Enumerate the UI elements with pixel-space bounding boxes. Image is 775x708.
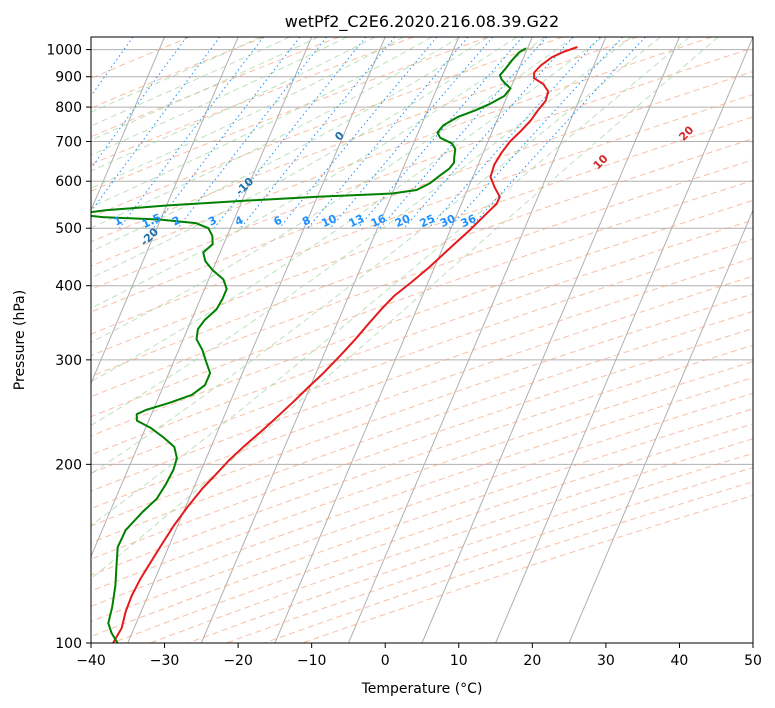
mixing-ratio-line bbox=[448, 37, 623, 229]
isotherm-gridline bbox=[91, 37, 166, 212]
mixing-ratio-line bbox=[357, 37, 523, 229]
moist-adiabat-line bbox=[91, 37, 489, 253]
dry-adiabat-line bbox=[91, 179, 753, 418]
mixing-ratio-line bbox=[118, 37, 264, 229]
dry-adiabats bbox=[91, 37, 753, 643]
mixing-ratio-label: 20 bbox=[393, 212, 413, 230]
isotherm-gridline bbox=[200, 37, 460, 643]
gridlines bbox=[91, 37, 753, 643]
dry-adiabat-line bbox=[91, 361, 753, 592]
dry-adiabat-line bbox=[91, 37, 265, 109]
dry-adiabat-line bbox=[91, 37, 712, 267]
isotherm-gridline bbox=[421, 37, 680, 643]
y-tick-label: 200 bbox=[55, 457, 82, 473]
plot-frame bbox=[90, 36, 754, 644]
mixing-ratio-line bbox=[379, 37, 547, 229]
dry-adiabat-line bbox=[91, 219, 753, 456]
y-tick-label: 300 bbox=[55, 353, 82, 369]
moist-adiabat-line bbox=[91, 37, 291, 127]
x-tick-label: −20 bbox=[223, 653, 253, 669]
dewpoint-line bbox=[91, 47, 527, 643]
x-tick-label: 0 bbox=[381, 653, 390, 669]
dry-adiabat-line bbox=[91, 275, 753, 510]
y-tick-label: 1000 bbox=[46, 43, 82, 59]
dry-adiabat-line bbox=[91, 310, 753, 544]
isotherm-gridline bbox=[495, 37, 753, 643]
plot-area: 0.10.20.40.611.52346810131620253036-100-… bbox=[91, 37, 753, 643]
mixing-ratio-line bbox=[240, 37, 396, 229]
dry-adiabat-line bbox=[91, 37, 563, 218]
isotherm-gridline bbox=[91, 37, 239, 385]
moist-adiabat-line bbox=[91, 37, 690, 527]
moist-adiabat-line bbox=[91, 37, 461, 229]
sounding-profiles bbox=[91, 46, 578, 643]
x-tick-label: 20 bbox=[523, 653, 541, 669]
dry-adiabat-line bbox=[91, 47, 753, 290]
x-tick-label: −30 bbox=[150, 653, 180, 669]
chart-title: wetPf2_C2E6.2020.216.08.39.G22 bbox=[285, 12, 559, 32]
dry-adiabat-line bbox=[91, 93, 753, 335]
x-tick-label: 10 bbox=[450, 653, 468, 669]
axis-ticks: −40 −30 −20 −10 0 10 20 30 40 50 100 200 300 400 500 60… bbox=[46, 43, 762, 669]
moist-adiabat-line bbox=[91, 37, 719, 580]
moist-adiabat-line bbox=[91, 37, 603, 383]
temperature-line bbox=[112, 46, 578, 643]
moist-adiabat-line bbox=[91, 37, 518, 279]
moist-adiabat-line bbox=[91, 37, 319, 141]
dry-adiabat-line bbox=[91, 37, 489, 192]
moist-adiabat-line bbox=[91, 37, 376, 172]
mixing-ratio-line bbox=[330, 37, 494, 229]
mixing-ratio-line bbox=[428, 37, 601, 229]
moist-adiabat-line bbox=[91, 37, 546, 309]
y-tick-label: 500 bbox=[55, 221, 82, 237]
y-tick-label: 900 bbox=[55, 70, 82, 86]
dry-adiabat-line bbox=[91, 238, 753, 474]
x-tick-label: 30 bbox=[597, 653, 615, 669]
mixing-ratio-label: 25 bbox=[418, 212, 437, 230]
y-tick-label: 700 bbox=[55, 134, 82, 150]
mixing-ratio-line bbox=[152, 37, 301, 229]
y-tick-label: 400 bbox=[55, 279, 82, 295]
isotherm-gridline bbox=[127, 37, 386, 643]
mixing-ratio-label: 16 bbox=[369, 212, 389, 230]
x-tick-label: 50 bbox=[744, 653, 762, 669]
x-axis-label: Temperature (°C) bbox=[361, 681, 483, 697]
moist-adiabat-line bbox=[91, 37, 632, 426]
x-tick-label: 40 bbox=[671, 653, 689, 669]
x-tick-label: −40 bbox=[76, 653, 106, 669]
mixing-ratio-lines bbox=[91, 37, 646, 229]
mixing-ratio-label: 10 bbox=[319, 212, 339, 230]
mixing-ratio-label: 13 bbox=[347, 212, 366, 230]
mixing-ratio-line bbox=[403, 37, 574, 229]
dry-adiabat-line bbox=[91, 37, 339, 138]
moist-adiabat-line bbox=[91, 37, 661, 475]
y-tick-label: 600 bbox=[55, 174, 82, 190]
mixing-ratio-line bbox=[177, 37, 328, 229]
mixing-ratio-label: 30 bbox=[438, 212, 458, 230]
y-tick-label: 800 bbox=[55, 100, 82, 116]
x-tick-label: −10 bbox=[297, 653, 327, 669]
moist-adiabat-line bbox=[91, 37, 433, 208]
y-tick-label: 100 bbox=[55, 636, 82, 652]
y-axis-label: Pressure (hPa) bbox=[12, 290, 28, 390]
mixing-ratio-line bbox=[469, 37, 646, 229]
dry-adiabat-line bbox=[91, 327, 753, 560]
moist-adiabats bbox=[91, 37, 719, 580]
mixing-ratio-line bbox=[213, 37, 367, 229]
mixing-ratio-label: 36 bbox=[459, 212, 479, 230]
isotherm-gridline bbox=[568, 208, 753, 643]
moist-adiabat-line bbox=[91, 37, 575, 343]
moist-adiabat-line bbox=[91, 37, 404, 189]
dry-adiabat-line bbox=[91, 377, 753, 607]
moist-adiabat-line bbox=[91, 37, 262, 113]
